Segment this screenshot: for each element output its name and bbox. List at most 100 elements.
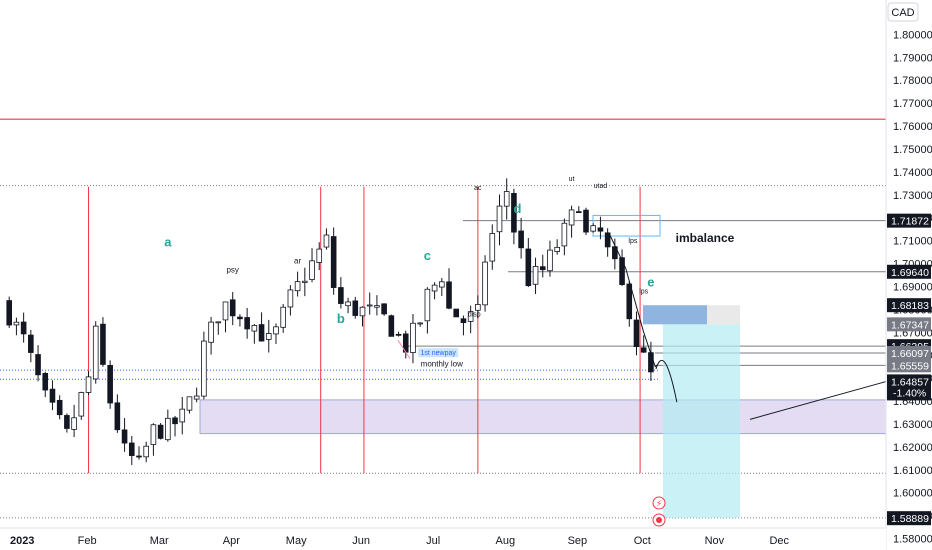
candle[interactable]	[640, 335, 647, 353]
pink-marker-line[interactable]	[397, 340, 411, 359]
candle[interactable]	[352, 296, 359, 319]
candle[interactable]	[388, 314, 395, 337]
candle[interactable]	[568, 205, 575, 238]
candle[interactable]	[229, 292, 236, 326]
candle[interactable]	[302, 267, 308, 297]
price-level-tag[interactable]: 1.58889	[887, 511, 931, 526]
candle[interactable]	[525, 238, 532, 288]
candle[interactable]	[619, 249, 625, 286]
candle[interactable]	[136, 446, 142, 460]
candle[interactable]	[446, 268, 452, 310]
candle[interactable]	[604, 228, 611, 257]
candle[interactable]	[244, 307, 250, 339]
candle[interactable]	[107, 360, 113, 409]
candle[interactable]	[35, 345, 41, 382]
candle[interactable]	[186, 396, 193, 414]
candle[interactable]	[287, 285, 294, 316]
chart-annotation[interactable]: e	[647, 274, 654, 289]
candle[interactable]	[71, 404, 77, 438]
chart-annotation[interactable]: lps	[639, 288, 648, 295]
candle[interactable]	[410, 313, 416, 364]
candle[interactable]	[179, 396, 186, 435]
candle[interactable]	[172, 415, 178, 437]
candle[interactable]	[374, 295, 380, 316]
candle[interactable]	[121, 418, 128, 452]
flash-event-icon[interactable]	[652, 496, 666, 510]
candle[interactable]	[583, 207, 589, 235]
chart-annotation[interactable]: c	[424, 248, 431, 263]
candle[interactable]	[338, 277, 344, 309]
chart-annotation[interactable]: d	[514, 201, 522, 216]
candle[interactable]	[42, 371, 49, 398]
candle[interactable]	[511, 188, 517, 245]
candle[interactable]	[143, 441, 150, 463]
candle[interactable]	[431, 282, 438, 300]
chart-annotation[interactable]: ut	[569, 176, 575, 183]
chart-annotation[interactable]: lps	[628, 238, 637, 245]
candle[interactable]	[439, 278, 445, 296]
candle[interactable]	[13, 317, 20, 336]
currency-button[interactable]	[887, 2, 919, 22]
candle[interactable]	[576, 206, 582, 214]
price-level-tag[interactable]: 1.68183	[887, 298, 931, 313]
candle[interactable]	[114, 394, 121, 433]
chart-annotation[interactable]: 1st newpay	[420, 350, 456, 357]
candle[interactable]	[460, 315, 467, 336]
candle[interactable]	[381, 303, 387, 316]
candle[interactable]	[165, 409, 171, 442]
candle[interactable]	[590, 223, 597, 233]
candle[interactable]	[395, 331, 402, 337]
candle[interactable]	[222, 301, 229, 333]
candle[interactable]	[482, 255, 488, 312]
candle[interactable]	[215, 321, 222, 335]
utad-box[interactable]	[592, 214, 661, 237]
candle[interactable]	[467, 305, 474, 334]
candle[interactable]	[417, 322, 423, 327]
candle[interactable]	[633, 311, 640, 356]
chart-annotation[interactable]: a	[164, 234, 172, 249]
price-level-tag[interactable]: 1.71872	[887, 213, 931, 228]
candle[interactable]	[626, 280, 633, 327]
candle[interactable]	[49, 380, 56, 411]
chart-annotation[interactable]: imbalance	[676, 231, 735, 245]
candle[interactable]	[258, 312, 265, 342]
candle[interactable]	[597, 216, 604, 240]
candle[interactable]	[366, 292, 373, 315]
price-level-tag[interactable]: 1.69640	[887, 264, 931, 279]
candle[interactable]	[424, 287, 431, 334]
candle[interactable]	[547, 240, 553, 277]
drawn-trend-line[interactable]	[609, 234, 659, 368]
candle[interactable]	[78, 391, 85, 420]
candle[interactable]	[489, 224, 496, 270]
candle[interactable]	[265, 319, 272, 353]
chart-annotation[interactable]: ar	[294, 257, 301, 266]
candle[interactable]	[518, 217, 524, 259]
chart-annotation[interactable]: ac	[474, 185, 482, 192]
candle[interactable]	[532, 257, 539, 295]
candle[interactable]	[496, 194, 503, 246]
chart-annotation[interactable]: disp	[468, 311, 481, 318]
candle[interactable]	[453, 308, 460, 318]
candle[interactable]	[128, 436, 135, 466]
candle[interactable]	[6, 296, 13, 328]
candle[interactable]	[237, 314, 243, 327]
candle[interactable]	[157, 423, 164, 440]
candle[interactable]	[316, 242, 323, 271]
candle[interactable]	[554, 239, 560, 255]
long-target-zone[interactable]	[663, 324, 740, 518]
candle[interactable]	[85, 371, 92, 396]
candle[interactable]	[208, 316, 214, 355]
candle[interactable]	[503, 178, 510, 220]
candle[interactable]	[612, 238, 618, 270]
candle[interactable]	[20, 312, 27, 343]
price-level-tag[interactable]: 1.65559	[887, 358, 931, 373]
candle[interactable]	[309, 248, 315, 283]
candle[interactable]	[345, 297, 351, 314]
price-level-tag[interactable]: 1.66097	[887, 345, 931, 360]
candle[interactable]	[280, 303, 286, 333]
candle[interactable]	[323, 228, 330, 250]
candle[interactable]	[561, 218, 568, 256]
current-price-tag[interactable]: 1.64857-1.40%	[887, 374, 931, 401]
candle[interactable]	[273, 323, 279, 344]
candle[interactable]	[539, 254, 546, 278]
